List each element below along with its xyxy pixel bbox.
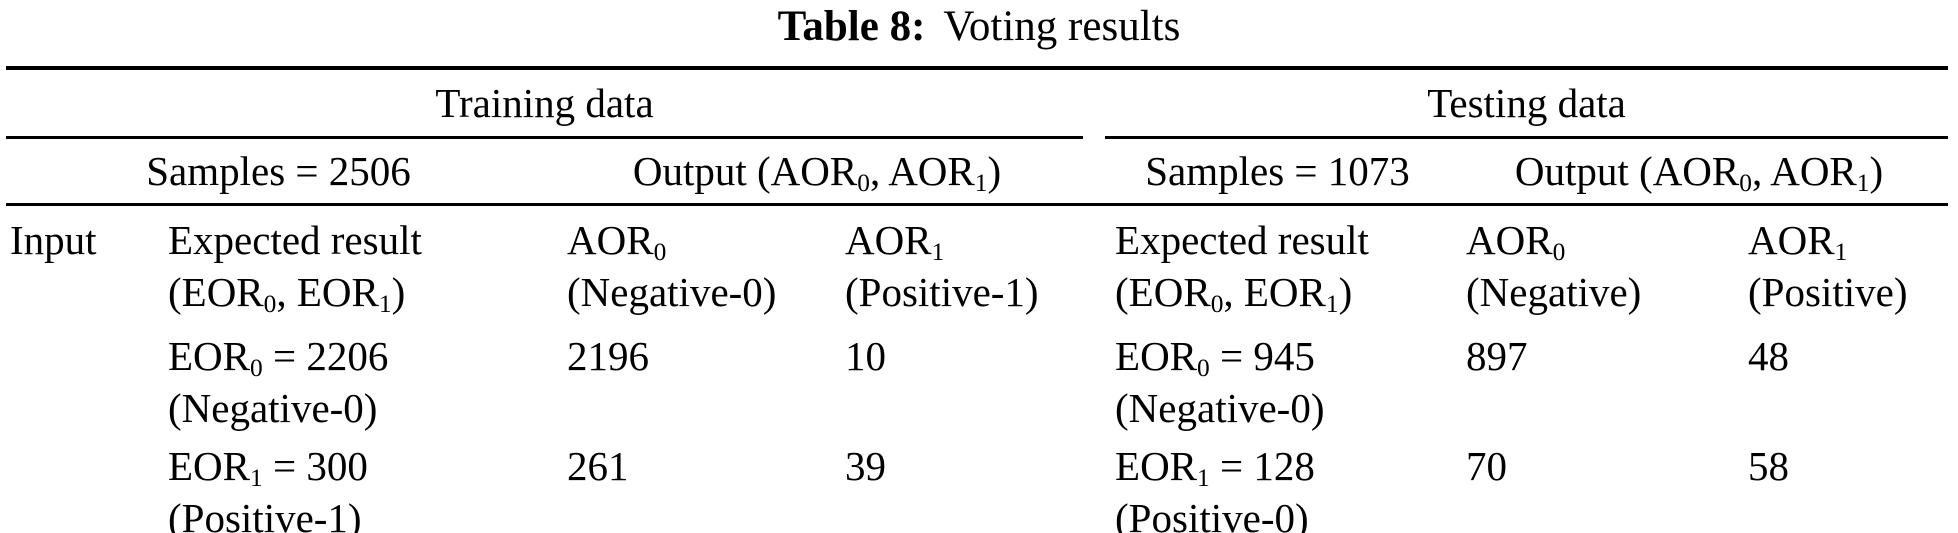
section-gap — [1083, 326, 1105, 436]
testing-samples-count: Samples = 1073 — [1105, 139, 1451, 206]
empty-cell — [6, 436, 158, 533]
training-row1-aor0-value: 261 — [551, 436, 829, 533]
table-caption-title: Voting results — [943, 3, 1181, 50]
section-header-training: Training data — [6, 66, 1084, 139]
section-gap — [1083, 139, 1106, 206]
training-row0-aor0-value: 2196 — [567, 333, 649, 379]
column-header-row: Input Expected result (EOR0, EOR1) AOR0 … — [6, 206, 1948, 326]
testing-row0-aor1-value: 48 — [1748, 333, 1790, 379]
section-gap — [1083, 66, 1106, 139]
table-caption: Table 8: Voting results — [0, 2, 1958, 52]
empty-cell — [6, 326, 158, 436]
table-caption-label: Table 8: — [777, 3, 926, 50]
testing-row1-aor0-value: 70 — [1450, 436, 1732, 533]
training-row1-expected: EOR1 = 300 (Positive-1) — [158, 436, 551, 533]
voting-results-table: Training data Testing data Samples = 250… — [6, 66, 1949, 533]
testing-aor0-header: AOR0 (Negative) — [1466, 217, 1642, 315]
input-column-label: Input — [10, 217, 97, 263]
table-row-positive: EOR1 = 300 (Positive-1) 261 39 EOR1 = 12… — [6, 436, 1948, 533]
training-aor0-header: AOR0 (Negative-0) — [567, 217, 777, 315]
testing-row1-aor1-value: 58 — [1732, 436, 1948, 533]
section-gap — [1083, 436, 1105, 533]
testing-row1-expected: EOR1 = 128 (Positive-0) — [1105, 436, 1450, 533]
samples-output-row: Samples = 2506 Output (AOR0, AOR1) Sampl… — [6, 139, 1949, 206]
training-aor1-header: AOR1 (Positive-1) — [845, 217, 1039, 315]
testing-aor1-header: AOR1 (Positive) — [1748, 217, 1908, 315]
training-samples-count: Samples = 2506 — [6, 139, 551, 206]
testing-row0-aor0-value: 897 — [1466, 333, 1528, 379]
section-header-row: Training data Testing data — [6, 66, 1949, 139]
testing-output-label: Output (AOR0, AOR1) — [1450, 139, 1949, 206]
testing-row0-expected: EOR0 = 945 (Negative-0) — [1115, 333, 1325, 431]
section-header-testing: Testing data — [1105, 66, 1949, 139]
testing-expected-header: Expected result (EOR0, EOR1) — [1115, 217, 1369, 318]
training-row0-aor1-value: 10 — [845, 333, 886, 379]
training-row1-aor1-value: 39 — [829, 436, 1083, 533]
training-output-label: Output (AOR0, AOR1) — [551, 139, 1084, 206]
table-row-negative: EOR0 = 2206 (Negative-0) 2196 10 EOR0 = … — [6, 326, 1948, 436]
section-gap — [1083, 206, 1105, 326]
training-row0-expected: EOR0 = 2206 (Negative-0) — [168, 333, 389, 431]
training-expected-header: Expected result (EOR0, EOR1) — [168, 217, 422, 318]
